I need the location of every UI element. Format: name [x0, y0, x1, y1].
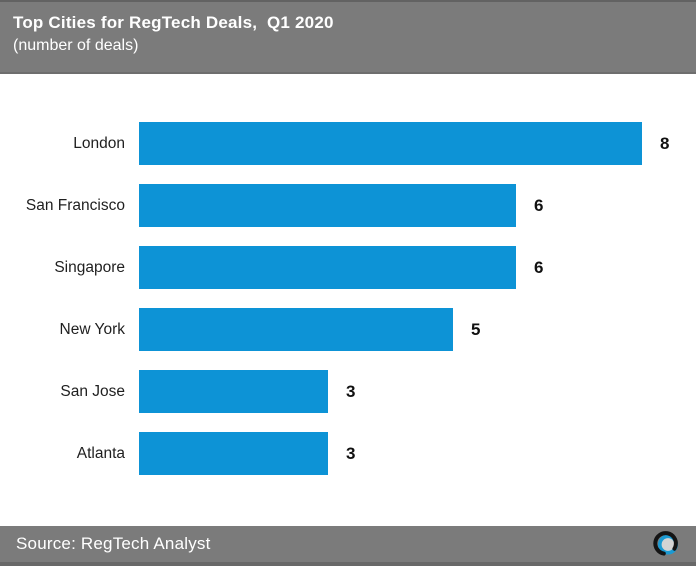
bar — [139, 308, 453, 351]
category-label: Atlanta — [76, 444, 125, 462]
bar-row: New York 5 — [0, 308, 696, 351]
bar-chart-plot-area: London 8 San Francisco 6 Singapore 6 New York 5… — [0, 74, 696, 475]
data-label: 8 — [660, 133, 670, 153]
bar — [139, 246, 516, 289]
bar-row: Singapore 6 — [0, 246, 696, 289]
chart-footer: Source: RegTech Analyst — [0, 526, 696, 566]
category-label: San Jose — [60, 382, 125, 400]
bar — [139, 432, 328, 475]
regtech-analyst-logo-icon — [652, 529, 682, 559]
data-label: 6 — [534, 195, 544, 215]
data-label: 6 — [534, 257, 544, 277]
bar-row: San Jose 3 — [0, 370, 696, 413]
data-label: 3 — [346, 381, 356, 401]
bar-row: Atlanta 3 — [0, 432, 696, 475]
bar — [139, 370, 328, 413]
bar-row: London 8 — [0, 122, 696, 165]
data-label: 3 — [346, 443, 356, 463]
chart-title: Top Cities for RegTech Deals, Q1 2020 — [13, 13, 334, 32]
category-label: San Francisco — [25, 196, 125, 214]
bar-row: San Francisco 6 — [0, 184, 696, 227]
chart-subtitle: (number of deals) — [13, 37, 139, 54]
category-label: Singapore — [54, 258, 125, 276]
data-label: 5 — [471, 319, 481, 339]
category-label: New York — [59, 320, 125, 338]
chart-header: Top Cities for RegTech Deals, Q1 2020 (n… — [0, 0, 696, 74]
bar — [139, 184, 516, 227]
category-label: London — [73, 134, 125, 152]
source-text: Source: RegTech Analyst — [16, 534, 211, 553]
bar — [139, 122, 642, 165]
